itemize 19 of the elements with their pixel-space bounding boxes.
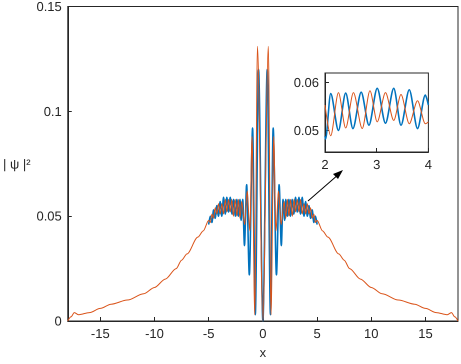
x-tick-label: 10	[364, 326, 379, 341]
y-tick-label: 0.15	[36, 0, 62, 14]
x-tick-label: 3	[373, 157, 380, 172]
x-tick-label: -5	[202, 326, 214, 341]
x-tick-label: 15	[418, 326, 433, 341]
x-tick-label: 5	[313, 326, 321, 341]
y-axis-title: | ψ |²	[2, 156, 32, 172]
y-tick-label: 0.1	[44, 104, 62, 119]
x-tick-label: -10	[145, 326, 164, 341]
x-tick-label: 2	[321, 157, 329, 172]
x-axis-title: x	[260, 345, 267, 360]
line-series	[208, 68, 318, 322]
x-tick-label: -15	[90, 326, 110, 341]
y-tick-label: 0.05	[294, 122, 319, 138]
y-tick-label: 0.05	[36, 208, 62, 224]
x-tick-label: 4	[424, 157, 432, 172]
x-tick-label: 0	[259, 326, 267, 341]
y-tick-label: 0	[54, 314, 62, 328]
y-tick-label: 0.06	[294, 75, 319, 90]
